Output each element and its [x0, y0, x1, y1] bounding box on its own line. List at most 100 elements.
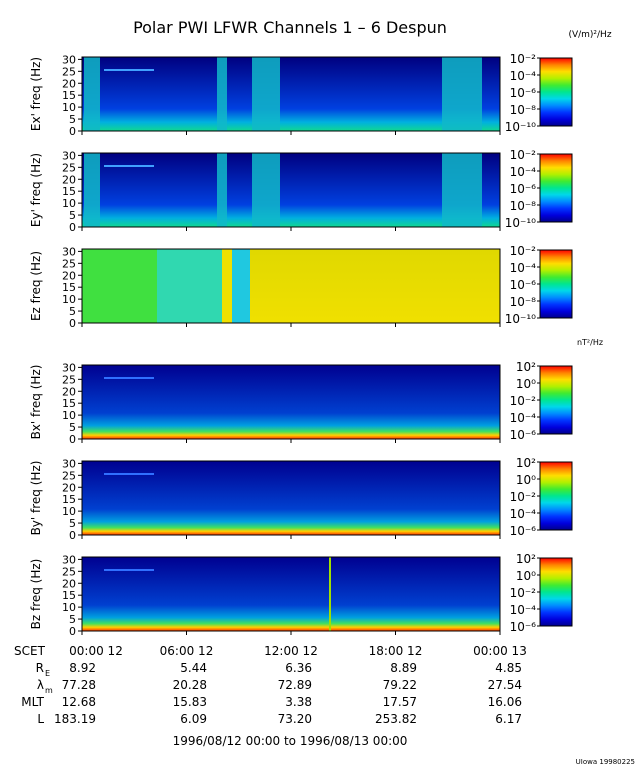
ephemeris-value: 183.19 — [54, 712, 96, 726]
y-tick-label: 5 — [69, 305, 76, 318]
emission-band — [252, 153, 280, 227]
colorbar-label: 10⁻² — [510, 490, 537, 504]
colorbar-label: 10⁻⁶ — [510, 86, 537, 100]
y-tick-label: 0 — [69, 125, 76, 138]
y-tick-label: 30 — [62, 553, 76, 566]
colorbar — [539, 57, 573, 127]
y-tick-label: 0 — [69, 433, 76, 446]
footer-credit: UIowa 19980225 — [576, 758, 635, 766]
ephemeris-value: 77.28 — [62, 678, 96, 692]
y-tick-label: 0 — [69, 625, 76, 638]
emission-line — [104, 569, 154, 571]
colorbar-label: 10⁻⁶ — [510, 620, 537, 634]
ephemeris-value: 20.28 — [173, 678, 207, 692]
time-tick-label: 18:00 12 — [369, 644, 423, 658]
ephemeris-label-sub: m — [45, 686, 53, 695]
y-tick-label: 25 — [62, 373, 76, 386]
ephemeris-value: 17.57 — [383, 695, 417, 709]
ephemeris-value: 8.92 — [69, 661, 96, 675]
y-tick-label: 10 — [62, 101, 76, 114]
ephemeris-value: 79.22 — [383, 678, 417, 692]
colorbar-label: 10⁻² — [510, 394, 537, 408]
ephemeris-table: R E 8.92 5.44 6.36 8.89 4.85 λ m 77.28 20.28 72.89 7… — [21, 661, 522, 726]
colorbar-label: 10⁰ — [516, 377, 536, 391]
chart-title: Polar PWI LFWR Channels 1 – 6 Despun — [133, 18, 447, 37]
y-tick-label: 5 — [69, 113, 76, 126]
y-tick-label: 15 — [62, 589, 76, 602]
emission-band — [217, 153, 227, 227]
emission-line — [104, 165, 154, 167]
colorbar-label: 10⁻² — [510, 244, 537, 258]
ephemeris-value: 4.85 — [495, 661, 522, 675]
ephemeris-value: 3.38 — [285, 695, 312, 709]
y-tick-label: 0 — [69, 221, 76, 234]
y-tick-label: 10 — [62, 197, 76, 210]
y-tick-label: 30 — [62, 457, 76, 470]
colorbar — [539, 461, 573, 531]
y-tick-label: 20 — [62, 385, 76, 398]
y-tick-label: 15 — [62, 493, 76, 506]
colorbar-label: 10⁻¹⁰ — [505, 120, 536, 134]
ephemeris-value: 8.89 — [390, 661, 417, 675]
colorbar-label: 10⁰ — [516, 473, 536, 487]
ephemeris-value: 253.82 — [375, 712, 417, 726]
ephemeris-value: 16.06 — [488, 695, 522, 709]
ephemeris-value: 5.44 — [180, 661, 207, 675]
spectrogram-image — [82, 461, 500, 535]
emission-line — [104, 69, 154, 71]
y-axis-label: Bz freq (Hz) — [29, 559, 43, 630]
ephemeris-value: 12.68 — [62, 695, 96, 709]
colorbar-label: 10⁻⁸ — [510, 103, 537, 117]
spectrogram-segment — [222, 249, 232, 323]
spectrogram-image — [82, 153, 500, 227]
y-tick-label: 0 — [69, 529, 76, 542]
ephemeris-value: 6.17 — [495, 712, 522, 726]
ephemeris-value: 6.36 — [285, 661, 312, 675]
y-tick-label: 30 — [62, 53, 76, 66]
colorbar-label: 10⁻⁴ — [510, 69, 537, 83]
y-tick-label: 10 — [62, 505, 76, 518]
y-tick-label: 20 — [62, 269, 76, 282]
time-tick-label: 06:00 12 — [160, 644, 214, 658]
emission-spike — [329, 557, 331, 631]
ephemeris-value: 15.83 — [173, 695, 207, 709]
time-tick-label: 00:00 12 — [69, 644, 123, 658]
colorbar-label: 10⁻⁴ — [510, 603, 537, 617]
emission-band — [217, 57, 227, 131]
y-tick-label: 25 — [62, 469, 76, 482]
colorbar-label: 10⁻¹⁰ — [505, 312, 536, 326]
y-tick-label: 5 — [69, 517, 76, 530]
colorbar-label: 10⁻⁶ — [510, 524, 537, 538]
spectrogram-segment — [232, 249, 250, 323]
y-tick-label: 20 — [62, 77, 76, 90]
ephemeris-value: 27.54 — [488, 678, 522, 692]
emission-band — [442, 153, 482, 227]
spectrogram-image — [82, 365, 500, 439]
time-tick-label: 12:00 12 — [264, 644, 318, 658]
ephemeris-value: 73.20 — [278, 712, 312, 726]
colorbar — [539, 365, 573, 435]
y-tick-label: 20 — [62, 173, 76, 186]
y-axis-label: By' freq (Hz) — [29, 461, 43, 536]
colorbar-label: 10⁻¹⁰ — [505, 216, 536, 230]
colorbar-label: 10⁻⁸ — [510, 295, 537, 309]
y-axis-label: Ex' freq (Hz) — [29, 57, 43, 131]
y-tick-label: 5 — [69, 613, 76, 626]
colorbar-label: 10⁻⁴ — [510, 165, 537, 179]
ephemeris-label: L — [37, 712, 44, 726]
colorbar-label: 10⁻⁶ — [510, 428, 537, 442]
colorbar-label: 10⁻⁸ — [510, 199, 537, 213]
colorbar-label: 10² — [516, 456, 536, 470]
y-tick-label: 25 — [62, 65, 76, 78]
ephemeris-label: MLT — [21, 695, 44, 709]
time-axis: SCET 00:00 12 06:00 12 12:00 12 18:00 12 00:… — [14, 131, 527, 658]
y-tick-label: 15 — [62, 185, 76, 198]
colorbar — [539, 249, 573, 319]
ephemeris-label: λ — [37, 678, 44, 692]
emission-line — [104, 473, 154, 475]
y-tick-label: 10 — [62, 409, 76, 422]
